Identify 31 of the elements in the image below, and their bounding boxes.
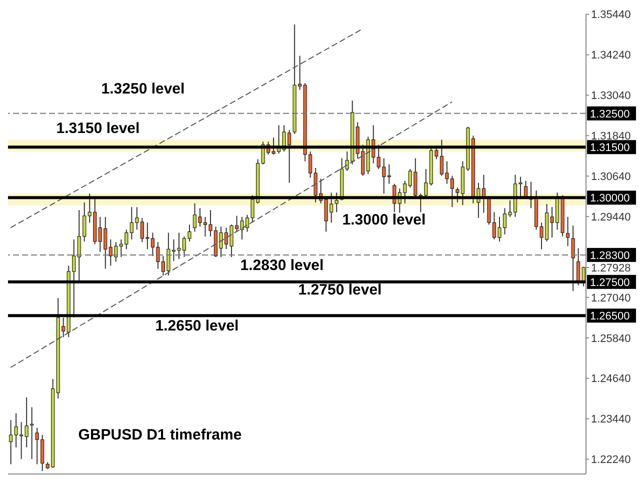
y-tick-label: 1.29440 (591, 211, 631, 224)
candlestick (387, 164, 391, 184)
annotation: 1.2830 level (240, 256, 324, 274)
candlestick (30, 406, 34, 460)
candlestick (24, 397, 28, 448)
y-tick-label: 1.25840 (591, 332, 631, 345)
y-tick-label: 1.30640 (591, 171, 631, 183)
y-tick-label: 1.27040 (591, 292, 631, 304)
annotation: 1.3250 level (101, 80, 185, 98)
annotation: GBPUSD D1 timeframe (78, 426, 242, 444)
y-tick-label: 1.23440 (591, 414, 631, 426)
candlestick (334, 192, 338, 213)
candlestick (566, 216, 570, 247)
candlestick (571, 225, 575, 292)
y-tick-label: 1.22240 (591, 454, 631, 466)
ref-line-label: 1.30000 (590, 192, 630, 205)
ref-line-label: 1.31500 (590, 142, 630, 154)
y-tick-label: 1.31840 (591, 130, 631, 143)
annotation: 1.3150 level (56, 120, 140, 138)
y-tick-label: 1.27928 (591, 262, 631, 274)
annotation: 1.3000 level (342, 212, 426, 229)
ref-line-label: 1.26500 (590, 310, 630, 323)
y-tick-label: 1.34240 (591, 50, 631, 62)
annotation: 1.2650 level (155, 318, 239, 334)
ref-line-label: 1.32500 (590, 108, 630, 120)
ref-line-label: 1.28300 (590, 250, 630, 262)
annotation: 1.2750 level (298, 282, 382, 298)
y-tick-label: 1.35440 (591, 9, 631, 22)
ref-line-label: 1.27500 (590, 276, 630, 289)
y-tick-label: 1.24640 (591, 373, 631, 386)
y-tick-label: 1.33040 (591, 90, 631, 102)
